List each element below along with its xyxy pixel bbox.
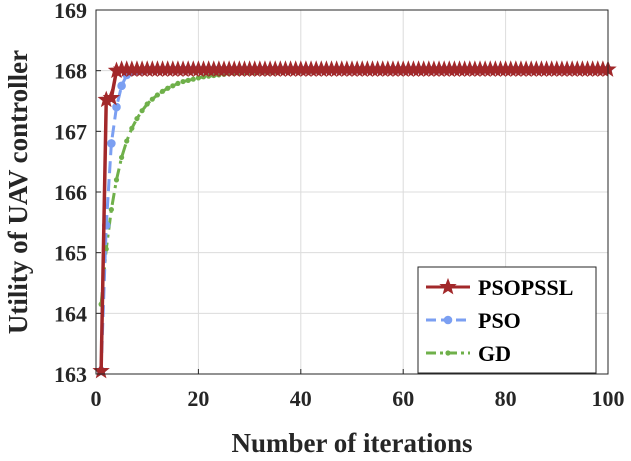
legend-label: PSOPSSL xyxy=(478,275,573,300)
legend-marker xyxy=(439,277,457,295)
y-tick-label: 167 xyxy=(54,119,87,144)
data-point xyxy=(119,154,125,161)
data-point xyxy=(175,80,181,87)
data-point xyxy=(102,88,121,106)
data-point xyxy=(107,139,116,148)
legend-label: GD xyxy=(478,341,511,366)
x-tick-label: 0 xyxy=(91,386,102,411)
y-tick-label: 169 xyxy=(54,0,87,23)
data-point xyxy=(112,102,121,112)
y-axis-title: Utility of UAV controller xyxy=(3,50,33,334)
data-point xyxy=(117,81,126,91)
y-tick-label: 165 xyxy=(54,241,87,266)
x-tick-label: 60 xyxy=(392,386,414,411)
x-axis-title: Number of iterations xyxy=(232,428,473,458)
data-point xyxy=(165,85,171,91)
y-tick-label: 164 xyxy=(54,301,87,326)
x-tick-label: 40 xyxy=(290,386,312,411)
legend-marker xyxy=(445,350,451,356)
data-point xyxy=(149,96,155,102)
data-point xyxy=(113,177,120,183)
data-point xyxy=(139,108,145,114)
y-tick-label: 168 xyxy=(54,59,87,84)
x-tick-labels: 0 20 40 60 80 100 xyxy=(91,386,625,411)
legend-item-pso: PSO xyxy=(426,308,521,333)
x-tick-label: 20 xyxy=(187,386,209,411)
y-tick-labels: 163 164 165 166 167 168 169 xyxy=(54,0,87,387)
data-point xyxy=(124,138,130,144)
data-point xyxy=(190,76,196,82)
data-point xyxy=(185,77,191,83)
y-tick-label: 163 xyxy=(54,362,87,387)
legend-item-gd: GD xyxy=(426,341,511,366)
x-tick-label: 80 xyxy=(495,386,517,411)
data-point xyxy=(170,83,176,89)
x-tick-label: 100 xyxy=(592,386,625,411)
legend-label: PSO xyxy=(478,308,521,333)
series-psopssl xyxy=(92,60,617,379)
legend-item-psopssl: PSOPSSL xyxy=(426,275,573,300)
legend-items: PSOPSSL PSO GD xyxy=(426,275,573,366)
data-point xyxy=(134,115,140,122)
legend-marker xyxy=(443,315,453,325)
data-point xyxy=(108,206,114,213)
series-layer xyxy=(92,60,617,379)
data-point xyxy=(154,92,161,98)
data-point xyxy=(180,78,186,85)
data-point xyxy=(159,88,166,94)
data-point xyxy=(129,125,135,131)
data-point xyxy=(144,101,150,107)
data-point xyxy=(195,75,201,81)
legend: PSOPSSL PSO GD xyxy=(417,266,597,374)
y-tick-label: 166 xyxy=(54,180,87,205)
